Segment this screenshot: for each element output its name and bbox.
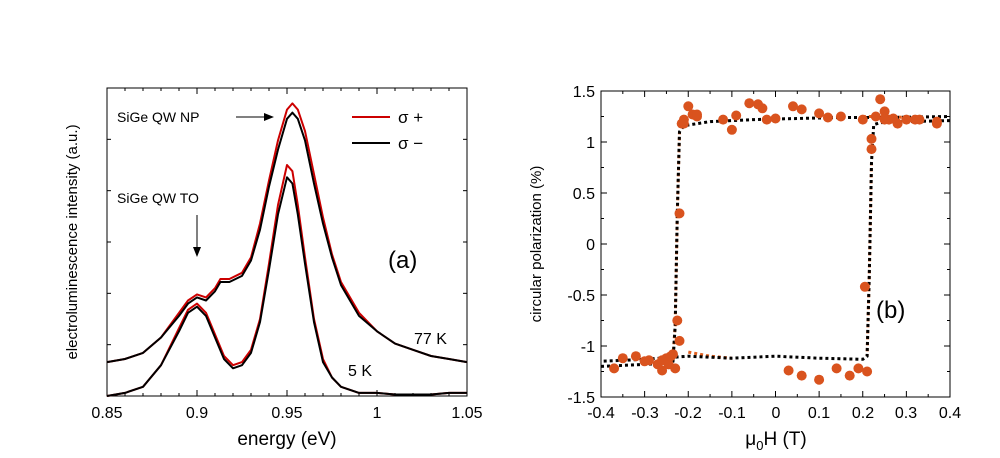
panel-a-xtick-label: 0.85	[91, 405, 122, 422]
panel-b: -0.4 -0.3 -0.2 -0.1 0 0.1 0.2 0.3 0.4 1.…	[528, 84, 961, 453]
panel-b-xtick-label: 0	[772, 405, 781, 422]
data-point	[814, 108, 825, 119]
panel-a-xtick-label: 0.95	[271, 405, 302, 422]
data-point	[657, 365, 668, 376]
data-point	[665, 351, 676, 362]
series-line-1	[106, 111, 468, 364]
data-point	[835, 111, 846, 122]
panel-a-series	[106, 102, 468, 397]
data-point	[674, 335, 685, 346]
data-point	[670, 363, 681, 374]
data-point	[901, 114, 912, 125]
data-point	[870, 111, 881, 122]
data-point	[678, 118, 689, 129]
x-label-mu: μ	[745, 429, 756, 450]
data-point	[914, 114, 925, 125]
series-line-3	[106, 176, 467, 397]
panel-b-xtick-label: -0.2	[674, 405, 702, 422]
annotation-to-arrow-head	[193, 247, 201, 257]
panel-a: 0.85 0.9 0.95 1 1.05 energy (eV) electro…	[64, 87, 483, 450]
fit-black-dotted-0	[600, 115, 951, 368]
panel-b-ytick-label: -1	[581, 339, 595, 356]
data-point	[822, 112, 833, 123]
data-point	[844, 370, 855, 381]
data-point	[857, 114, 868, 125]
panel-b-xtick-label: -0.3	[631, 405, 659, 422]
data-point	[639, 356, 650, 367]
data-point	[814, 374, 825, 385]
data-point	[866, 144, 877, 155]
panel-b-xtick-label: 0.1	[808, 405, 830, 422]
fit-black-dotted-1	[600, 119, 951, 363]
annotation-np-arrow-head	[264, 113, 274, 121]
data-point	[692, 109, 702, 120]
panel-b-xtick-label: 0.2	[852, 405, 874, 422]
panel-b-x-axis-label: μ0H (T)	[745, 429, 806, 453]
data-point	[888, 113, 899, 124]
panel-b-xtick-label: -0.4	[587, 405, 615, 422]
panel-b-points	[609, 94, 942, 385]
panel-b-xtick-label: 0.4	[939, 405, 961, 422]
data-point	[862, 366, 873, 377]
data-point	[788, 101, 798, 112]
panel-b-ytick-label: 1.5	[573, 84, 595, 101]
x-label-rest: H (T)	[763, 429, 806, 450]
panel-a-xtick-label: 1	[373, 405, 382, 422]
data-point	[630, 351, 641, 362]
data-point	[879, 114, 890, 125]
data-point	[672, 315, 683, 326]
panel-b-y-axis-label: circular polarization (%)	[528, 166, 545, 323]
data-point	[617, 353, 628, 364]
panel-a-xtick-label: 1.05	[451, 405, 482, 422]
data-point	[609, 363, 620, 374]
data-point	[796, 370, 807, 381]
panel-b-ytick-label: 0	[586, 237, 595, 254]
panel-b-xtick-label: -0.1	[718, 405, 746, 422]
panel-b-ytick-label: -1.5	[567, 390, 595, 407]
data-point	[753, 99, 763, 110]
data-point	[726, 124, 737, 135]
data-point	[796, 104, 807, 115]
data-point	[879, 106, 890, 117]
data-point	[718, 114, 729, 125]
data-point	[731, 110, 742, 121]
data-point	[657, 355, 668, 366]
data-point	[866, 133, 877, 144]
temperature-label-77k: 77 K	[414, 331, 447, 348]
panel-a-xtick-label: 0.9	[186, 405, 208, 422]
legend-sigma-minus-label: σ −	[398, 134, 423, 153]
annotation-sige-qw-np: SiGe QW NP	[117, 109, 199, 125]
panel-b-frame	[600, 90, 951, 398]
panel-a-label: (a)	[388, 247, 417, 274]
data-point	[875, 94, 886, 105]
data-point	[761, 114, 772, 125]
panel-b-ticks	[600, 90, 951, 398]
data-point	[831, 363, 842, 374]
panel-a-x-axis-label: energy (eV)	[237, 429, 336, 450]
legend-sigma-plus-label: σ +	[398, 108, 423, 127]
data-point	[770, 113, 781, 124]
panel-b-ytick-label: -0.5	[567, 288, 595, 305]
temperature-label-5k: 5 K	[348, 363, 372, 380]
data-point	[783, 365, 794, 376]
panel-a-y-axis-label: electroluminescence intensity (a.u.)	[64, 124, 81, 359]
x-label-subscript: 0	[756, 438, 763, 453]
data-point	[931, 116, 942, 127]
data-point	[683, 101, 694, 112]
annotation-sige-qw-to: SiGe QW TO	[117, 190, 199, 206]
data-point	[853, 363, 864, 374]
panel-b-label: (b)	[876, 297, 905, 324]
panel-b-xtick-label: 0.3	[895, 405, 917, 422]
data-point	[859, 281, 870, 292]
panel-b-ytick-label: 1	[586, 135, 595, 152]
data-point	[674, 208, 685, 219]
fit-orange-dotted-3	[862, 115, 907, 119]
panel-b-ytick-label: 0.5	[573, 186, 595, 203]
data-point	[744, 98, 755, 109]
panel-b-fits	[600, 115, 951, 368]
